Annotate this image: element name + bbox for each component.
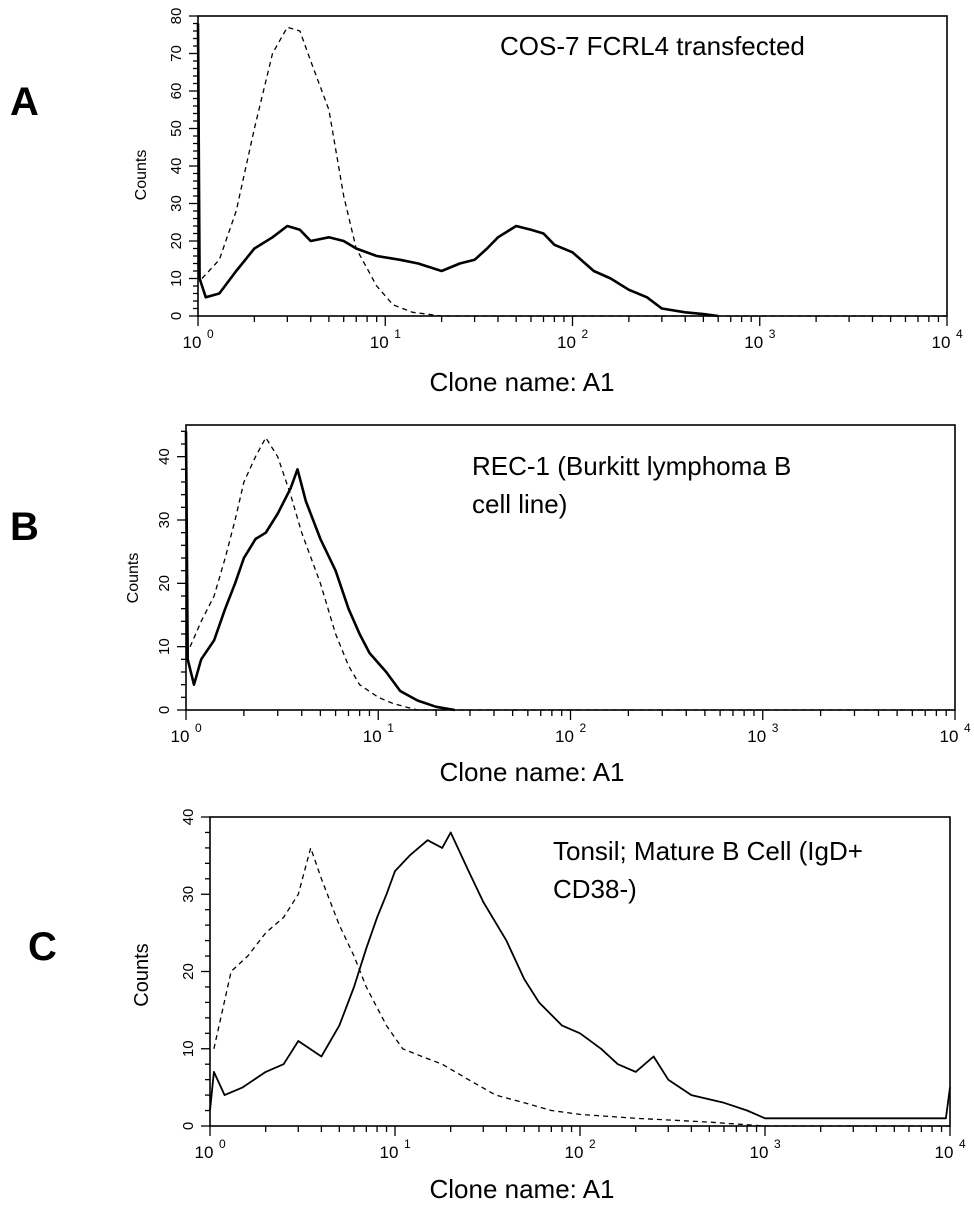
x-axis-label: Clone name: A1 (429, 1174, 614, 1204)
x-tick-exponent: 0 (207, 327, 214, 341)
y-tick-label: 20 (156, 575, 173, 592)
x-tick-label: 10 (744, 333, 763, 352)
stained-histogram-solid (184, 431, 456, 712)
x-tick-exponent: 3 (769, 327, 776, 341)
x-tick-label: 10 (370, 333, 389, 352)
x-tick-label: 10 (171, 727, 190, 746)
x-tick-label: 10 (932, 333, 951, 352)
y-tick-label: 20 (168, 233, 185, 250)
x-tick-exponent: 2 (589, 1137, 596, 1151)
y-tick-label: 70 (168, 45, 185, 62)
x-axis-label: Clone name: A1 (429, 367, 614, 397)
x-tick-exponent: 3 (772, 721, 779, 735)
y-axis-label: Counts (131, 943, 153, 1006)
y-tick-label: 10 (180, 1040, 197, 1057)
panel-annotation: REC-1 (Burkitt lymphoma B (472, 451, 791, 481)
x-tick-label: 10 (557, 333, 576, 352)
y-axis-label: Counts (125, 553, 142, 604)
y-tick-label: 20 (180, 963, 197, 980)
x-tick-label: 10 (747, 727, 766, 746)
y-tick-label: 40 (180, 809, 197, 826)
x-tick-exponent: 1 (404, 1137, 411, 1151)
x-tick-label: 10 (565, 1143, 584, 1162)
panel-annotation: Tonsil; Mature B Cell (IgD+ (553, 836, 863, 866)
y-tick-label: 10 (168, 270, 185, 287)
chart-panel-c: C 0 10 20 30 40 Counts 10 0 10 1 10 2 10 3 10 4 Clone nam… (28, 809, 966, 1204)
x-tick-label: 10 (750, 1143, 769, 1162)
x-tick-exponent: 4 (959, 1137, 966, 1151)
x-tick-exponent: 4 (956, 327, 963, 341)
control-histogram-dashed (213, 847, 950, 1127)
control-histogram-dashed (201, 26, 947, 317)
x-tick-exponent: 0 (195, 721, 202, 735)
stained-histogram-solid (196, 23, 719, 318)
panel-annotation: cell line) (472, 489, 567, 519)
x-tick-exponent: 0 (219, 1137, 226, 1151)
y-axis-label: Counts (133, 150, 150, 201)
x-tick-exponent: 1 (387, 721, 394, 735)
y-tick-label: 30 (156, 512, 173, 529)
chart-panel-b: B 0 10 20 30 40 Counts 10 0 10 1 10 2 10 3 10 4 Clone nam… (10, 424, 971, 787)
y-tick-label: 30 (168, 195, 185, 212)
x-tick-label: 10 (195, 1143, 214, 1162)
panel-letter: C (28, 925, 57, 969)
x-tick-exponent: 4 (964, 721, 971, 735)
y-tick-label: 10 (156, 638, 173, 655)
y-tick-label: 0 (180, 1122, 197, 1130)
panel-letter: A (10, 80, 39, 124)
x-tick-label: 10 (940, 727, 959, 746)
panel-annotation: CD38-) (553, 874, 637, 904)
x-tick-exponent: 3 (774, 1137, 781, 1151)
y-tick-label: 0 (156, 706, 173, 714)
x-tick-label: 10 (363, 727, 382, 746)
panel-annotation: COS-7 FCRL4 transfected (500, 31, 805, 61)
x-tick-label: 10 (935, 1143, 954, 1162)
x-tick-label: 10 (555, 727, 574, 746)
y-tick-label: 0 (168, 312, 185, 320)
x-tick-exponent: 2 (582, 327, 589, 341)
chart-panel-a: A 0 10 20 30 40 50 60 70 80 Counts 10 0 10 1 10 2 10 3 10 4 C… (10, 8, 963, 397)
y-tick-label: 80 (168, 8, 185, 25)
x-tick-label: 10 (183, 333, 202, 352)
y-tick-label: 40 (156, 448, 173, 465)
plot-frame (197, 15, 948, 317)
y-tick-label: 40 (168, 158, 185, 175)
x-axis-label: Clone name: A1 (439, 757, 624, 787)
x-tick-exponent: 1 (394, 327, 401, 341)
y-tick-label: 30 (180, 886, 197, 903)
y-tick-label: 50 (168, 120, 185, 137)
x-tick-label: 10 (380, 1143, 399, 1162)
y-tick-label: 60 (168, 83, 185, 100)
stained-histogram-solid (209, 831, 951, 1120)
panel-letter: B (10, 505, 39, 549)
x-tick-exponent: 2 (580, 721, 587, 735)
